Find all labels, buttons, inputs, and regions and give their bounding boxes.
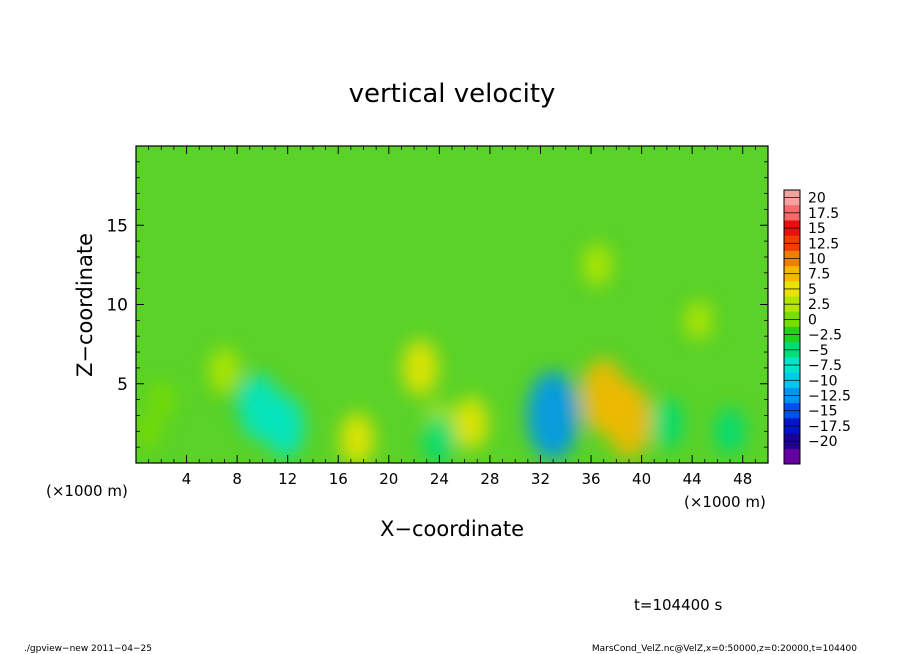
x-tick-label: 32	[531, 470, 550, 488]
x-tick-label: 8	[232, 470, 242, 488]
x-tick-label: 40	[632, 470, 651, 488]
x-tick-label: 20	[379, 470, 398, 488]
field-feature	[650, 398, 684, 449]
colorbar-label: 2.5	[808, 297, 830, 313]
field-feature	[582, 243, 613, 287]
x-tick-label: 16	[329, 470, 348, 488]
field-feature	[340, 412, 375, 463]
time-label: t=104400 s	[634, 596, 722, 614]
x-unit-left: (×1000 m)	[46, 482, 128, 500]
x-tick-label: 44	[683, 470, 702, 488]
colorbar-label: 15	[808, 221, 826, 237]
colorbar-label: −7.5	[808, 358, 842, 374]
colorbar-label: −17.5	[808, 419, 851, 435]
heatmap-field	[136, 146, 768, 463]
field-feature	[714, 408, 746, 455]
chart-title: vertical velocity	[349, 79, 556, 109]
colorbar-label: −15	[808, 404, 838, 420]
colorbar-label: −2.5	[808, 328, 842, 344]
x-tick-label: 24	[430, 470, 449, 488]
field-feature	[606, 382, 652, 458]
field-feature	[265, 395, 305, 458]
x-tick-label: 28	[480, 470, 499, 488]
footer-right: MarsCond_VelZ.nc@VelZ,x=0:50000,z=0:2000…	[592, 644, 857, 654]
y-tick-label: 10	[106, 296, 128, 316]
colorbar-label: 0	[808, 312, 817, 328]
colorbar-label: −20	[808, 434, 838, 450]
x-unit-right: (×1000 m)	[684, 493, 766, 511]
field-feature	[208, 347, 241, 395]
colorbar-label: −10	[808, 373, 838, 389]
colorbar-label: 20	[808, 191, 826, 207]
colorbar-label: 17.5	[808, 206, 839, 222]
colorbar-label: −12.5	[808, 389, 851, 405]
y-axis-ticks: 5 10 15	[106, 161, 768, 448]
y-axis-label: Z−coordinate	[73, 233, 97, 377]
field-feature	[527, 371, 580, 460]
colorbar-label: 12.5	[808, 236, 839, 252]
x-axis-label: X−coordinate	[380, 517, 524, 541]
x-tick-label: 48	[733, 470, 752, 488]
field-feature	[136, 414, 162, 449]
y-tick-label: 15	[106, 216, 128, 236]
field-feature	[453, 396, 489, 450]
field-feature	[402, 339, 439, 396]
field-feature	[422, 414, 456, 463]
footer-left: ./gpview−new 2011−04−25	[24, 644, 152, 654]
colorbar-label: 10	[808, 252, 826, 268]
field-feature	[684, 300, 713, 341]
colorbar-frame	[783, 189, 801, 465]
x-tick-label: 12	[278, 470, 297, 488]
colorbar-label: 5	[808, 282, 817, 298]
y-tick-label: 5	[117, 375, 128, 395]
field-feature	[148, 381, 175, 418]
x-axis-ticks: 4 8 12 16 20 24 28 32 36 40 44 48	[148, 146, 756, 488]
colorbar-label: 7.5	[808, 267, 830, 283]
colorbar-swatch	[784, 448, 800, 465]
x-tick-label: 36	[581, 470, 600, 488]
x-tick-label: 4	[182, 470, 192, 488]
colorbar-label: −5	[808, 343, 829, 359]
colorbar: 2017.51512.5107.552.50−2.5−5−7.5−10−12.5…	[783, 189, 851, 465]
